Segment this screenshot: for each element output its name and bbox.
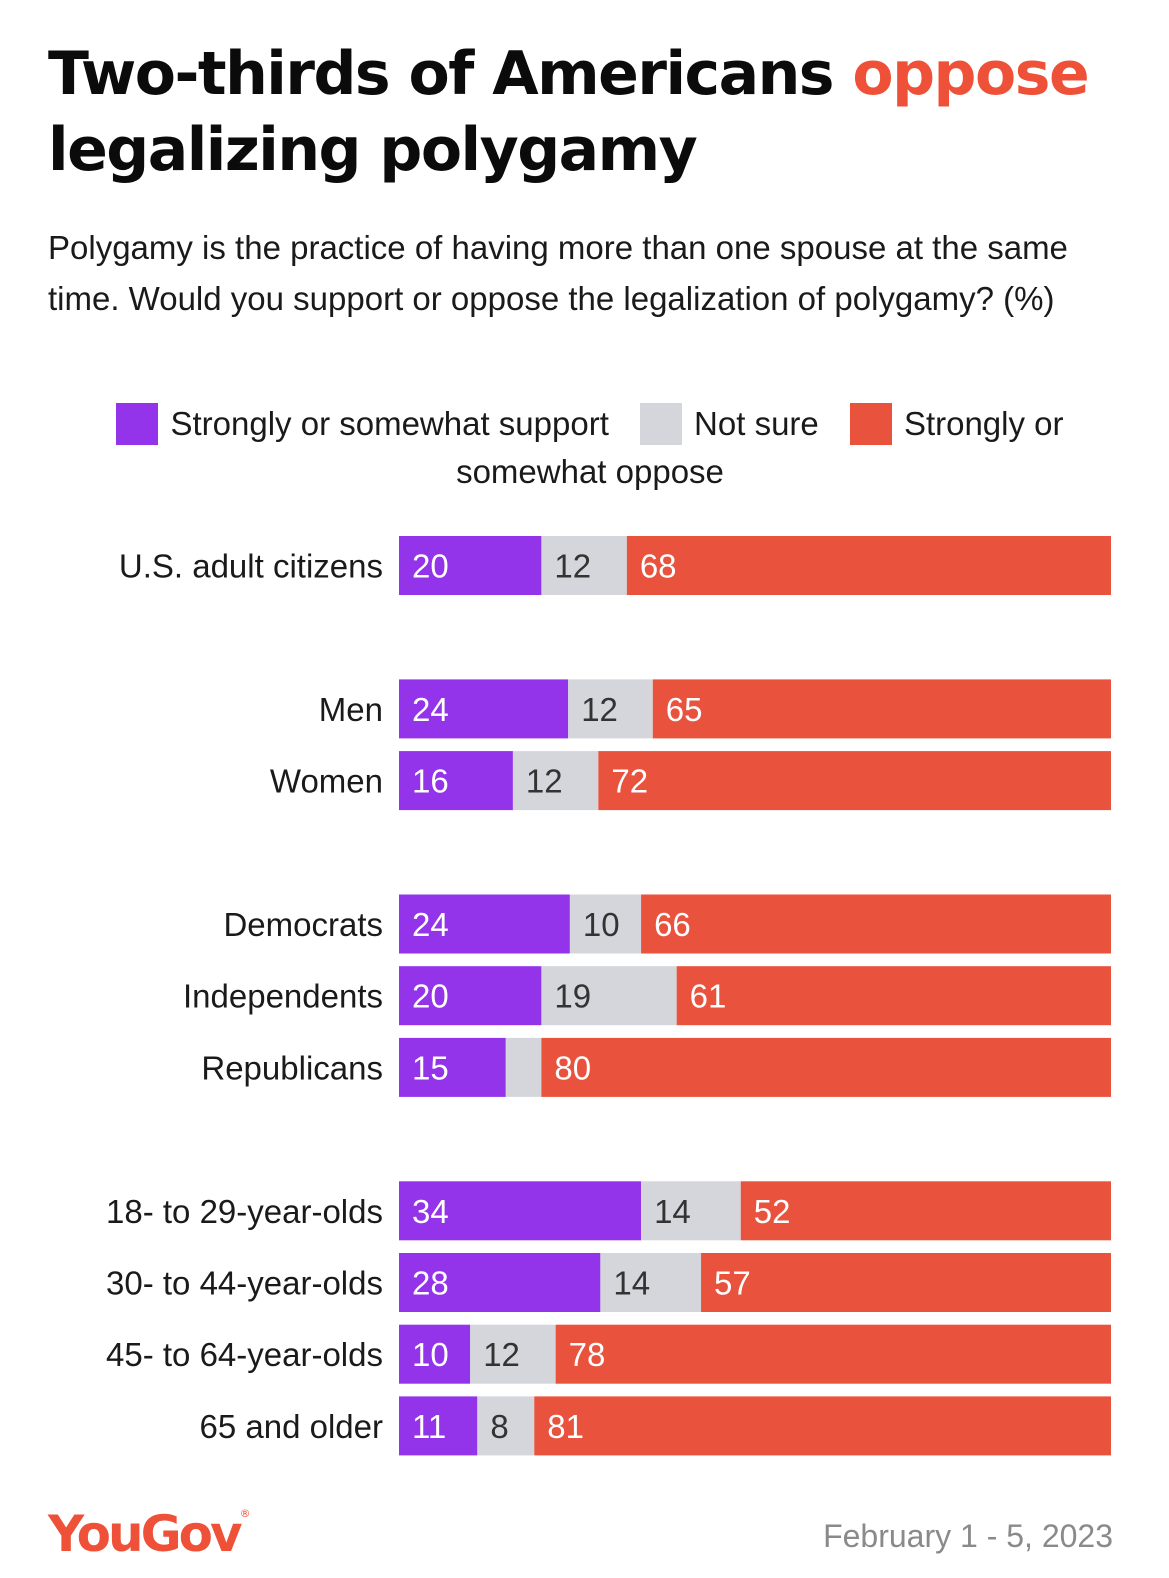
data-label-not-sure: 12 (483, 1336, 520, 1373)
bar-segment-not-sure (512, 751, 599, 811)
bar-segment-not-sure (470, 1324, 556, 1384)
bar-segment-support (399, 966, 542, 1026)
category-label: 45- to 64-year-olds (106, 1336, 383, 1373)
category-label: Republicans (201, 1049, 383, 1086)
legend-label-oppose: Strongly or somewhat oppose (456, 405, 1064, 490)
bar-segment-support (399, 751, 513, 811)
bar-segment-support (399, 536, 542, 595)
legend: Strongly or somewhat support Not sure St… (50, 400, 1130, 496)
survey-date: February 1 - 5, 2023 (823, 1518, 1113, 1554)
data-label-not-sure: 19 (554, 978, 591, 1015)
data-label-oppose: 52 (754, 1193, 791, 1230)
data-label-support: 16 (412, 763, 449, 800)
legend-swatch-not-sure (640, 403, 683, 445)
bar-segment-oppose (626, 536, 1111, 595)
bar-segment-not-sure (541, 966, 677, 1026)
data-label-not-sure: 14 (613, 1265, 650, 1302)
data-label-not-sure: 14 (654, 1193, 691, 1230)
category-label: Women (270, 763, 383, 800)
chart-title: Two-thirds of Americans oppose legalizin… (48, 36, 1138, 188)
data-label-oppose: 61 (690, 978, 727, 1015)
data-label-support: 11 (412, 1408, 446, 1445)
data-label-oppose: 72 (611, 763, 648, 800)
category-label: U.S. adult citizens (119, 548, 383, 585)
chart-subtitle: Polygamy is the practice of having more … (48, 229, 1068, 317)
data-label-support: 20 (412, 548, 449, 585)
category-label: 65 and older (200, 1408, 383, 1445)
legend-label-not-sure: Not sure (694, 405, 819, 442)
bar-segment-support (399, 679, 569, 739)
data-label-oppose: 57 (714, 1265, 751, 1302)
data-label-support: 24 (412, 906, 449, 943)
bar-segment-oppose (541, 1037, 1111, 1097)
data-label-not-sure: 8 (490, 1408, 508, 1445)
bar-segment-support (399, 1253, 601, 1312)
bar-segment-oppose (652, 679, 1111, 739)
data-label-support: 28 (412, 1265, 449, 1302)
bar-segment-oppose (598, 751, 1111, 811)
data-label-oppose: 65 (666, 691, 703, 728)
data-label-oppose: 78 (569, 1336, 606, 1373)
legend-label-support: Strongly or somewhat support (170, 405, 609, 442)
logo-registered-mark: ® (239, 1507, 251, 1520)
bar-segment-not-sure (569, 894, 642, 954)
bar-segment-oppose (740, 1181, 1111, 1241)
bar-segment-oppose (555, 1324, 1111, 1384)
legend-swatch-support (116, 403, 159, 445)
bar-segment-oppose (701, 1253, 1111, 1312)
data-label-not-sure: 10 (583, 906, 620, 943)
data-label-oppose: 68 (640, 548, 677, 585)
data-label-oppose: 81 (547, 1408, 584, 1445)
bar-segment-oppose (641, 894, 1111, 954)
bar-segment-oppose (676, 966, 1111, 1026)
bar-segment-support (399, 1324, 471, 1384)
data-label-support: 20 (412, 978, 449, 1015)
title-main: Two-thirds of Americans (48, 39, 835, 109)
bar-segment-support (399, 1181, 642, 1241)
bar-segment-support (399, 1037, 506, 1097)
legend-swatch-oppose (849, 403, 892, 445)
bar-segment-not-sure (541, 536, 627, 595)
data-label-support: 10 (412, 1336, 449, 1373)
data-label-support: 24 (412, 691, 449, 728)
data-label-not-sure: 12 (526, 763, 563, 800)
legend-item-not-sure: Not sure (640, 403, 819, 445)
category-label: Men (319, 691, 383, 728)
bar-segment-not-sure (641, 1181, 741, 1241)
data-label-support: 15 (412, 1049, 449, 1086)
logo-text: YouGov (48, 1505, 243, 1563)
title-rest: legalizing polygamy (48, 115, 698, 185)
data-label-oppose: 66 (654, 906, 691, 943)
title-highlight: oppose (852, 39, 1089, 109)
data-label-not-sure: 12 (554, 548, 591, 585)
bar-segment-not-sure (568, 679, 653, 739)
bar-segment-not-sure (477, 1396, 535, 1456)
bar-segment-not-sure (505, 1037, 542, 1097)
category-label: 30- to 44-year-olds (106, 1265, 383, 1302)
bar-segment-oppose (534, 1396, 1111, 1456)
category-label: Independents (183, 978, 383, 1015)
bar-segment-support (399, 894, 570, 954)
bar-segment-support (399, 1396, 478, 1456)
bar-segment-not-sure (600, 1253, 702, 1312)
data-label-oppose: 80 (554, 1049, 591, 1086)
data-label-not-sure: 12 (581, 691, 618, 728)
yougov-logo: YouGov® (48, 1505, 251, 1563)
data-label-support: 34 (412, 1193, 449, 1230)
legend-item-support: Strongly or somewhat support (116, 403, 609, 445)
category-label: 18- to 29-year-olds (106, 1193, 383, 1230)
category-label: Democrats (223, 906, 383, 943)
